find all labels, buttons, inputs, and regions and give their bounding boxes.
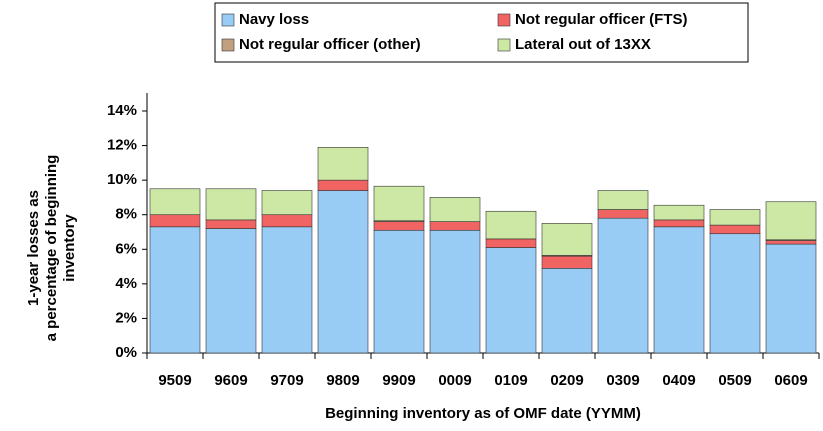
bar-segment [765,243,817,354]
bar-segment [541,255,593,269]
legend-box [214,2,749,63]
bar-segment [485,238,537,248]
x-tick-label: 9909 [382,372,415,389]
legend-label: Navy loss [239,11,309,28]
bar-segment [709,233,761,354]
bar-segment [373,185,425,222]
bar-segment [429,197,481,222]
bar-segment [373,221,425,231]
bar-segment [149,188,201,216]
bar-segment [541,223,593,256]
legend-swatch [497,38,511,52]
bar-segment [429,229,481,354]
x-tick-label: 9609 [214,372,247,389]
y-tick-label: 2% [115,309,137,326]
x-tick-label: 9709 [270,372,303,389]
bar-segment [597,209,649,219]
bar-segment [205,228,257,354]
bar-segment [149,226,201,354]
legend-swatch [221,38,235,52]
bar-segment [317,147,369,181]
x-tick-label: 0009 [438,372,471,389]
x-tick-label: 9509 [158,372,191,389]
y-axis-label: 1-year losses asa percentage of beginnin… [25,155,78,342]
bar-segment [653,219,705,228]
bar-segment [317,190,369,354]
x-tick-label: 0409 [662,372,695,389]
y-tick-label: 0% [115,344,137,361]
x-tick-label: 0309 [606,372,639,389]
legend-swatch [221,13,235,27]
bar-segment [485,210,537,240]
bar-segment [205,188,257,221]
x-tick-label: 0609 [774,372,807,389]
legend-label: Not regular officer (other) [239,36,421,53]
y-tick-label: 4% [115,275,137,292]
bar-segment [205,219,257,229]
bar-segment [317,179,369,191]
x-tick-label: 9809 [326,372,359,389]
bar-segment [709,209,761,226]
bar-segment [429,221,481,231]
legend-label: Lateral out of 13XX [515,36,651,53]
bar-segment [597,217,649,354]
y-tick-label: 6% [115,240,137,257]
x-tick-label: 0209 [550,372,583,389]
bar-segment [261,214,313,228]
y-tick-label: 12% [107,137,137,154]
bar-segment [765,240,817,245]
bar-segment [149,214,201,228]
bar-segment [541,267,593,354]
y-tick-label: 10% [107,171,137,188]
x-tick-label: 0509 [718,372,751,389]
legend-swatch [497,13,511,27]
y-tick-label: 8% [115,206,137,223]
bar-segment [653,204,705,221]
bar-segment [597,190,649,210]
bar-segment [261,226,313,354]
legend-label: Not regular officer (FTS) [515,11,688,28]
bar-segment [653,226,705,354]
bar-segment [709,224,761,235]
bar-segment [765,201,817,241]
bar-segment [373,229,425,354]
x-tick-label: 0109 [494,372,527,389]
bar-segment [261,190,313,216]
y-tick-label: 14% [107,102,137,119]
bar-segment [485,247,537,354]
x-axis-label: Beginning inventory as of OMF date (YYMM… [325,405,641,422]
